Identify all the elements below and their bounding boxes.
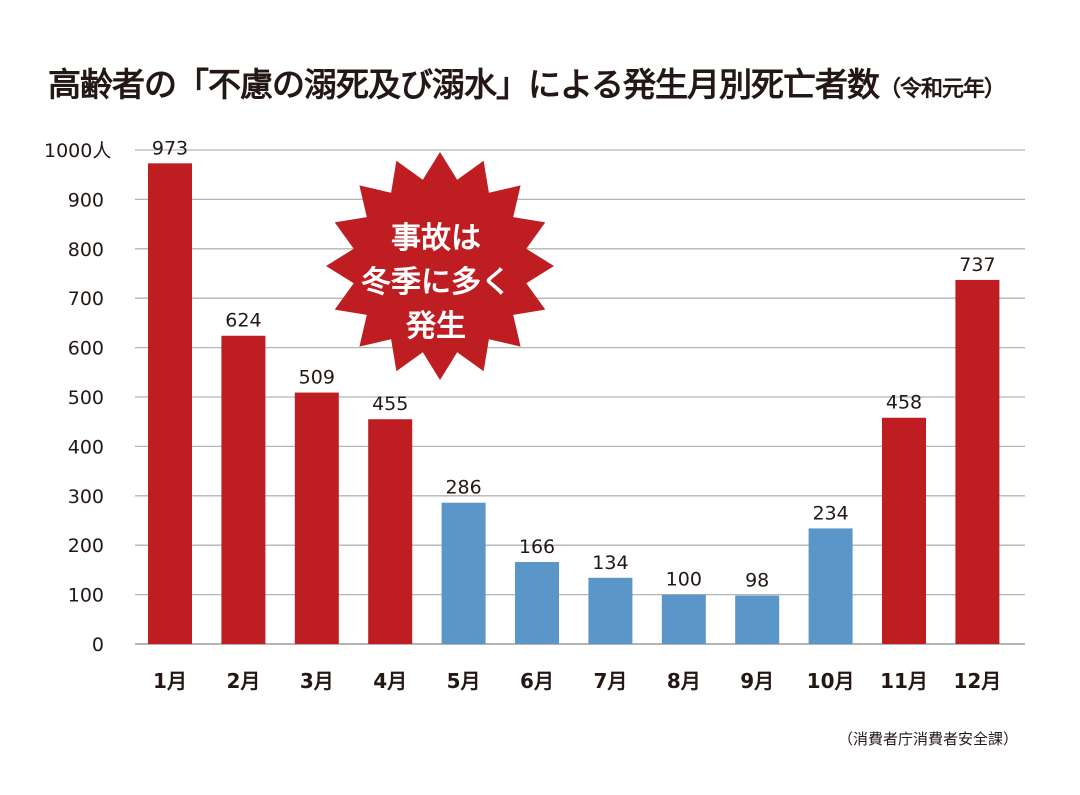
x-tick-label: 4月 [373,669,407,693]
x-tick-label: 7月 [593,669,627,693]
y-tick-label: 800 [68,239,104,261]
x-tick-label: 3月 [300,669,334,693]
x-tick-label: 1月 [153,669,187,693]
y-tick-label: 400 [68,436,104,458]
bar [588,577,633,644]
bar [441,502,486,644]
data-label: 455 [372,393,408,415]
callout-text: 事故は [391,221,481,256]
x-tick-label: 5月 [447,669,481,693]
data-label: 737 [959,254,995,276]
y-tick-label: 500 [68,387,104,409]
data-label: 624 [225,310,261,332]
x-tick-label: 12月 [953,669,1001,693]
source-note: （消費者庁消費者安全課） [837,730,1018,748]
bar [515,561,559,644]
chart-subtitle: （令和元年） [879,77,1006,102]
x-tick-label: 8月 [667,669,701,693]
x-tick-label: 6月 [520,669,554,693]
x-tick-label: 10月 [807,669,855,693]
data-label: 134 [592,552,628,574]
y-tick-label: 300 [68,486,104,508]
y-tick-label: 900 [68,189,104,211]
data-label: 286 [445,477,481,499]
data-label: 98 [745,570,769,592]
y-tick-label: 700 [68,288,104,310]
data-label: 234 [812,502,848,524]
data-label: 509 [299,367,335,389]
bar [882,417,926,644]
bar [368,419,413,644]
y-tick-label: 100 [68,585,104,607]
bar [661,594,706,644]
bar [221,335,266,644]
callout-text: 発生 [405,309,466,344]
callout-text: 冬季に多く [361,265,511,300]
x-tick-label: 2月 [226,669,260,693]
callout-starburst [326,152,554,380]
x-tick-label: 9月 [740,669,774,693]
bar [955,279,1000,644]
y-tick-label: 200 [68,535,104,557]
x-tick-label: 11月 [880,669,928,693]
data-label: 166 [519,536,555,558]
bar [148,163,192,644]
data-label: 973 [152,137,188,159]
y-tick-label: 1000人 [44,140,111,162]
chart-title: 高齢者の「不慮の溺死及び溺水」による発生月別死亡者数（令和元年） [48,65,1006,104]
bar [808,528,853,644]
y-tick-label: 600 [68,338,104,360]
y-tick-label: 0 [92,634,104,656]
data-label: 100 [666,569,702,591]
data-label: 458 [886,392,922,414]
bar [294,392,339,644]
bar [735,595,780,644]
